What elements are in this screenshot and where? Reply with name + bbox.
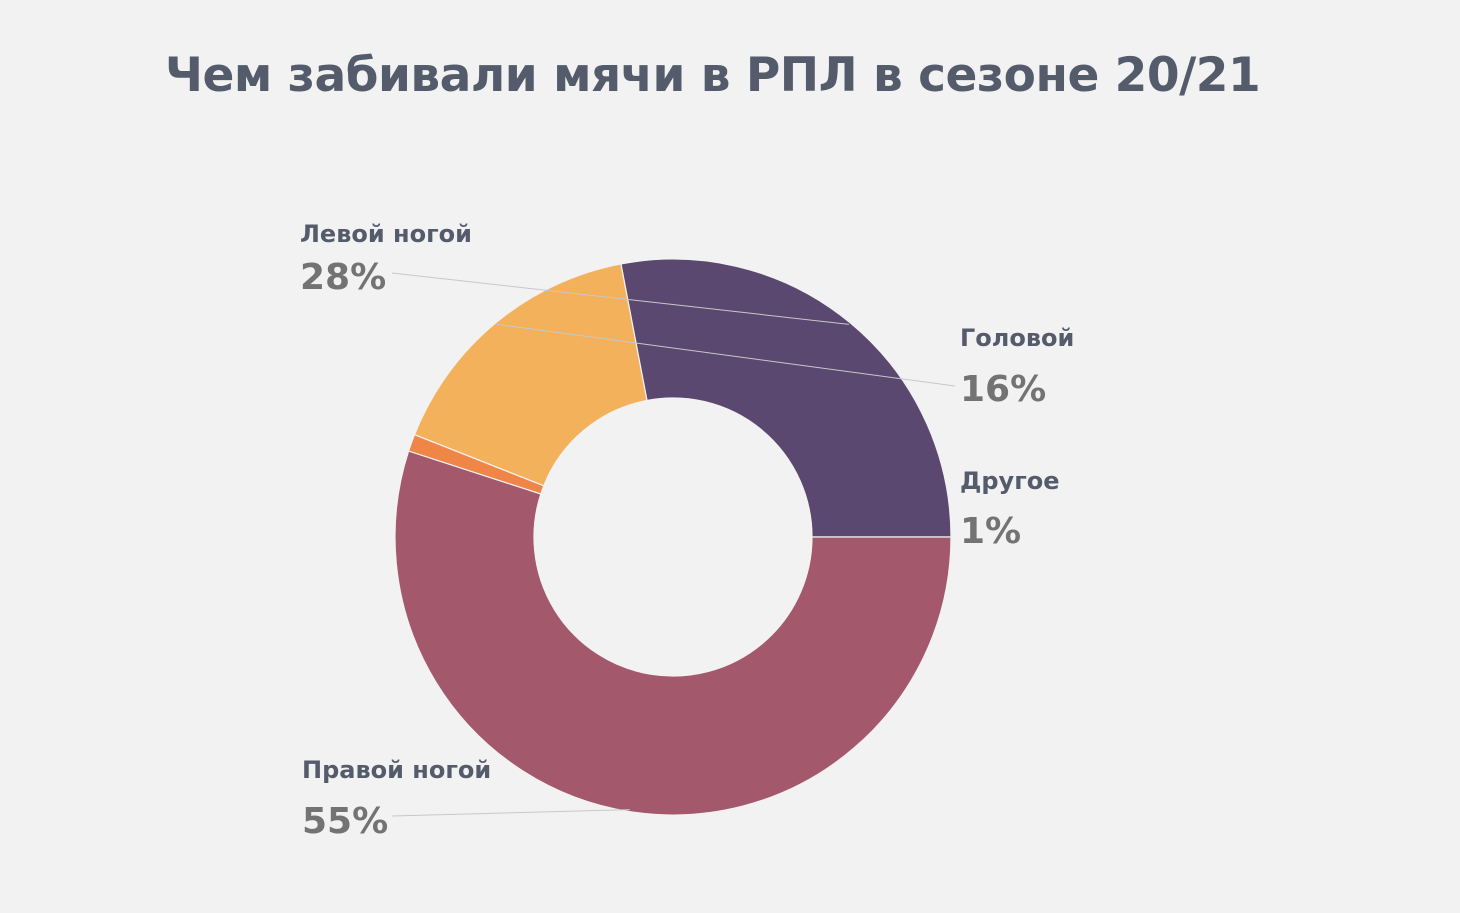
leader-line-головой xyxy=(497,323,956,387)
slice-value-левой-ногой: 28% xyxy=(300,257,386,298)
leader-line-левой-ногой xyxy=(391,272,849,325)
slice-label-другое: Другое xyxy=(960,467,1060,495)
slice-левой-ногой xyxy=(620,258,952,538)
leader-line-правой-ногой xyxy=(391,809,630,817)
slice-value-правой-ногой: 55% xyxy=(302,801,388,842)
slice-label-правой-ногой: Правой ногой xyxy=(302,756,491,784)
slice-правой-ногой xyxy=(394,450,952,816)
slice-label-левой-ногой: Левой ногой xyxy=(300,220,472,248)
chart-title: Чем забивали мячи в РПЛ в сезоне 20/21 xyxy=(165,48,1261,103)
slice-value-головой: 16% xyxy=(960,369,1046,410)
slice-value-другое: 1% xyxy=(960,511,1021,552)
slice-label-головой: Головой xyxy=(960,324,1074,352)
